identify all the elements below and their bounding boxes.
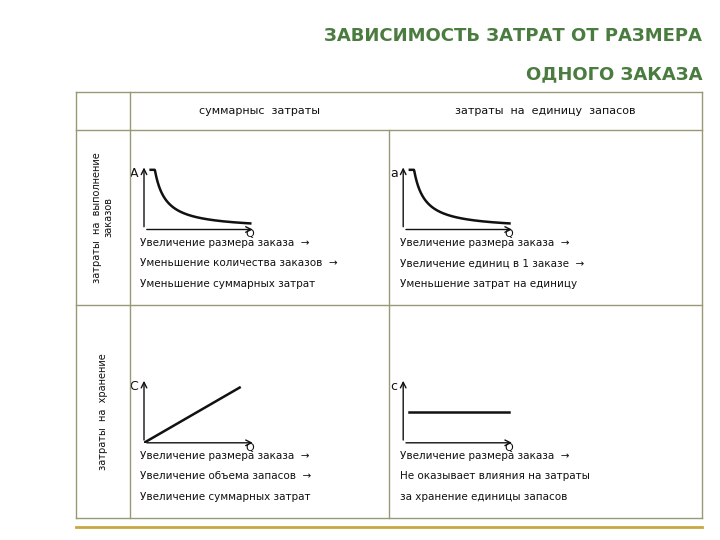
Text: затраты  на  единицу  запасов: затраты на единицу запасов: [455, 106, 636, 116]
Text: A: A: [130, 167, 138, 180]
Text: Q: Q: [246, 230, 254, 239]
Text: Q: Q: [505, 443, 513, 453]
Text: Уменьшение затрат на единицу: Уменьшение затрат на единицу: [400, 279, 577, 289]
Text: за хранение единицы запасов: за хранение единицы запасов: [400, 492, 567, 502]
Text: C: C: [130, 380, 138, 393]
Text: Q: Q: [505, 230, 513, 239]
Text: c: c: [391, 380, 397, 393]
Text: суммарныс  затраты: суммарныс затраты: [199, 106, 320, 116]
Text: ЗАВИСИМОСТЬ ЗАТРАТ ОТ РАЗМЕРА: ЗАВИСИМОСТЬ ЗАТРАТ ОТ РАЗМЕРА: [324, 27, 702, 45]
Text: Увеличение объема запасов  →: Увеличение объема запасов →: [140, 471, 312, 482]
Text: затраты  на  хранение: затраты на хранение: [98, 353, 107, 470]
Text: a: a: [390, 167, 397, 180]
Text: Увеличение единиц в 1 заказе  →: Увеличение единиц в 1 заказе →: [400, 258, 584, 268]
Text: Увеличение суммарных затрат: Увеличение суммарных затрат: [140, 492, 311, 502]
Text: Увеличение размера заказа  →: Увеличение размера заказа →: [400, 451, 569, 461]
Text: Уменьшение количества заказов  →: Уменьшение количества заказов →: [140, 258, 338, 268]
Text: Не оказывает влияния на затраты: Не оказывает влияния на затраты: [400, 471, 590, 482]
Text: затраты  на  выполнение
заказов: затраты на выполнение заказов: [91, 152, 114, 283]
Text: Увеличение размера заказа  →: Увеличение размера заказа →: [140, 238, 310, 248]
Text: Увеличение размера заказа  →: Увеличение размера заказа →: [400, 238, 569, 248]
Text: Уменьшение суммарных затрат: Уменьшение суммарных затрат: [140, 279, 315, 289]
Text: Увеличение размера заказа  →: Увеличение размера заказа →: [140, 451, 310, 461]
Text: Q: Q: [246, 443, 254, 453]
Text: ОДНОГО ЗАКАЗА: ОДНОГО ЗАКАЗА: [526, 65, 702, 83]
